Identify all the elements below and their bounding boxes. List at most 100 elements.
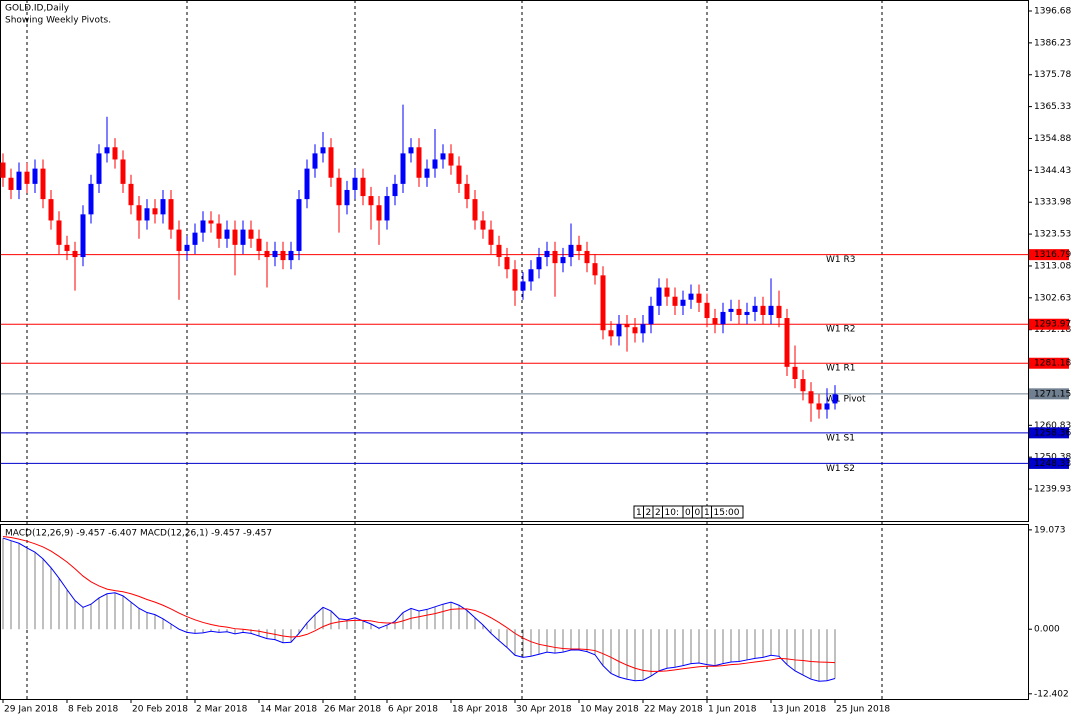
candle-body [560,257,566,264]
candle-body [360,177,366,197]
candle-body [648,305,654,325]
candle-body [592,263,598,276]
candle-body [0,162,6,178]
candle-body [144,208,150,221]
candle-body [32,168,38,184]
candle-body [680,299,686,306]
candle-body [192,232,198,245]
candle-body [544,250,550,258]
y-tick-label: 1375.78 [1034,70,1071,80]
candle-body [304,168,310,200]
pivot-price-label: 1316.79 [1034,250,1071,260]
candle-body [488,229,494,245]
pivot-label: W1 R3 [826,255,855,265]
candle-body [776,305,782,319]
pivot-price-box [1029,457,1069,469]
candle-body [448,153,454,166]
candle-body [368,196,374,206]
candle-body [640,324,646,334]
y-tick-label: 1292.18 [1034,325,1071,335]
pivot-price-label: 1293.97 [1034,320,1071,330]
candle-body [736,308,742,315]
candle-body [464,183,470,200]
candle-body [104,147,110,154]
candle-body [176,229,182,251]
candle-body [248,229,254,239]
pivot-price-box [1029,388,1069,400]
candle-body [632,327,638,334]
candle-body [336,177,342,206]
pivot-price-label: 1271.15 [1034,389,1071,399]
candle-body [400,153,406,184]
candle-body [208,220,214,224]
candle-body [16,171,22,190]
candle-body [224,229,230,239]
candle-body [120,159,126,184]
candle-body [408,147,414,154]
candle-body [720,311,726,325]
y-tick-label: 1396.68 [1034,7,1071,17]
x-tick-label: 10 May 2018 [580,705,639,715]
candle-body [296,199,302,251]
candle-body [232,229,238,245]
candle-body [352,177,358,190]
candle-body [272,250,278,258]
main-panel-frame [0,0,1029,522]
y-tick-label: 1250.38 [1034,453,1071,463]
candle-body [312,153,318,169]
candle-body [24,171,30,184]
candle-body [472,199,478,221]
x-tick-label: 6 Apr 2018 [388,705,438,715]
status-label: 0 [685,508,691,518]
pivot-price-label: 1281.18 [1034,359,1071,369]
pivot-label: W1 S2 [826,464,855,474]
candle-body [480,220,486,230]
candle-body [256,238,262,251]
candle-body [568,244,574,258]
candle-body [696,293,702,303]
candle-body [616,324,622,337]
status-label: 1 [636,508,642,518]
candle-body [424,168,430,178]
candle-body [440,153,446,160]
candle-body [584,250,590,264]
signal-line [2,536,836,672]
pivot-price-box [1029,427,1069,439]
y-tick-label: 1386.23 [1034,38,1071,48]
candle-body [552,250,558,264]
candle-body [832,394,838,404]
candle-body [504,257,510,270]
candle-body [56,220,62,245]
candle-body [528,269,534,282]
pivot-label: W1 R1 [826,364,855,374]
candle-body [288,250,294,261]
candle-body [216,223,222,239]
x-tick-label: 8 Feb 2018 [68,705,119,715]
candle-body [96,153,102,184]
status-label: 1 [704,508,710,518]
candle-body [608,330,614,337]
candle-body [576,244,582,251]
y-tick-label: 1239.93 [1034,485,1071,495]
candle-body [824,403,830,410]
pivot-label: W1 R2 [826,325,855,335]
candle-body [384,196,390,221]
candle-body [416,147,422,178]
y-tick-label: 1333.98 [1034,198,1071,208]
pivot-price-box [1029,357,1069,369]
x-tick-label: 22 May 2018 [644,705,703,715]
y-tick-label: 0.000 [1034,625,1060,635]
y-tick-label: 1323.53 [1034,230,1071,240]
status-label: 10: [665,508,679,518]
candle-body [744,311,750,315]
pivot-label: W1 Pivot [826,394,866,404]
candle-body [64,244,70,251]
macd-line [2,537,836,682]
candle-body [184,244,190,251]
y-tick-label: 19.073 [1034,525,1066,535]
candle-body [40,168,46,200]
y-tick-label: 1302.63 [1034,293,1071,303]
candle-body [712,318,718,325]
